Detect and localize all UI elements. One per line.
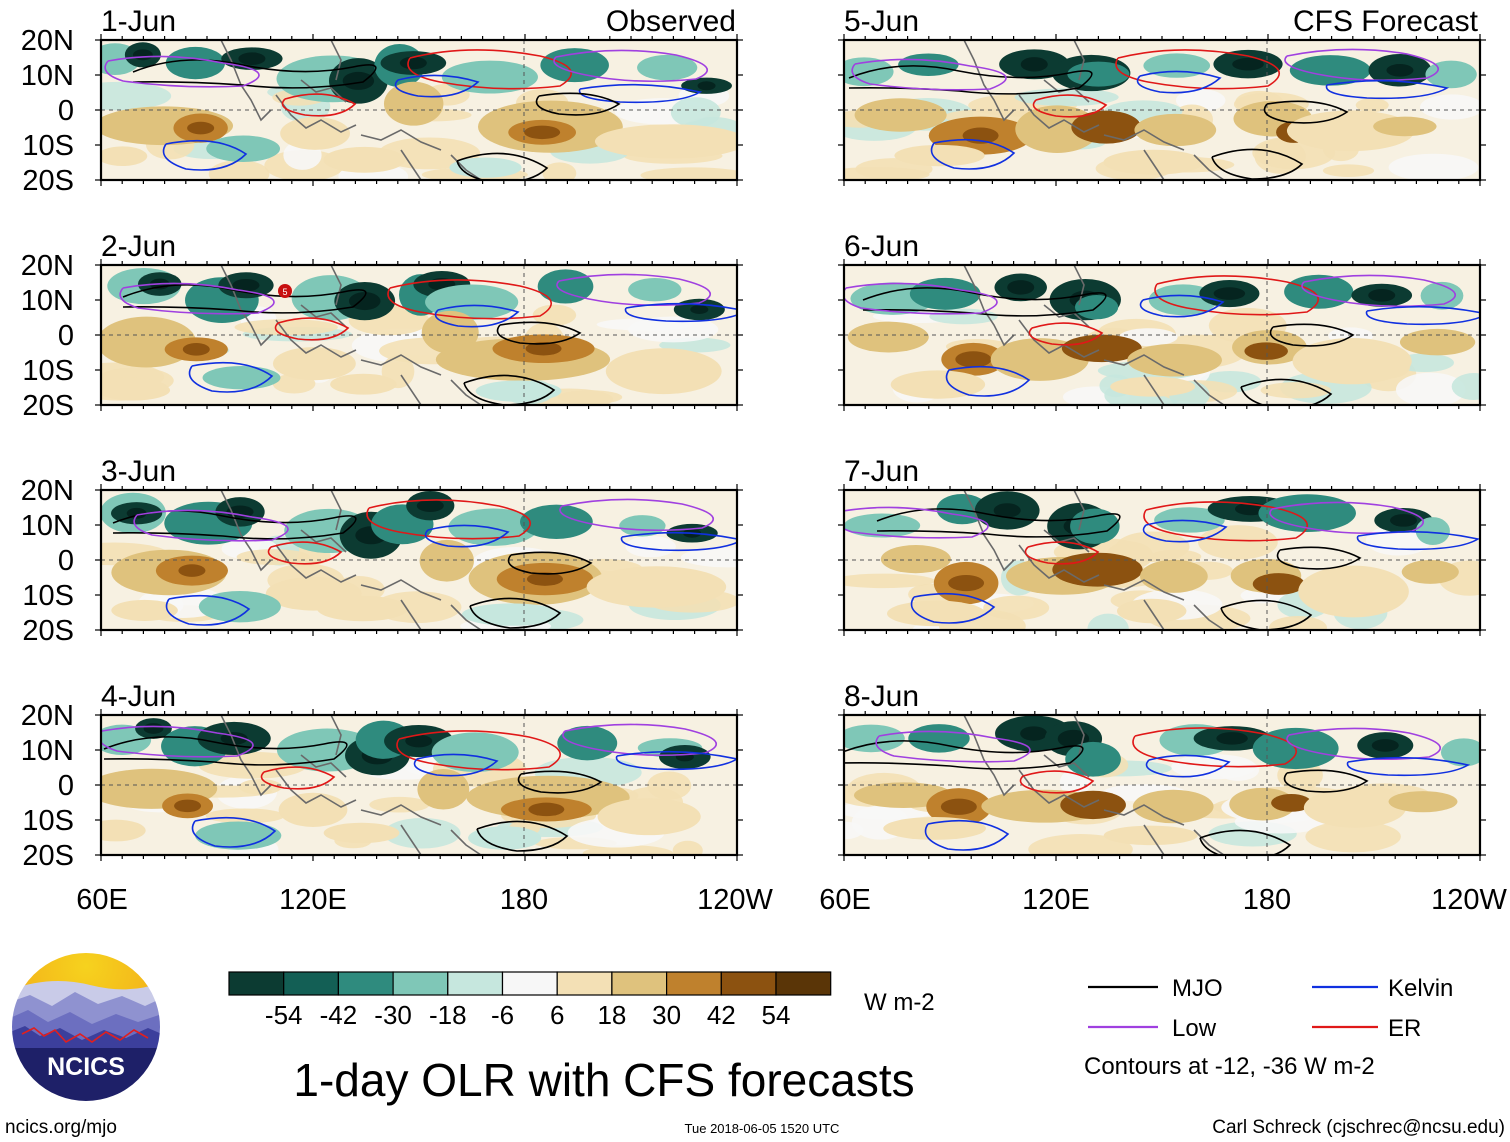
- colorbar-tick-label: 6: [550, 1000, 564, 1030]
- lat-label: 10S: [22, 805, 74, 837]
- legend-label-er: ER: [1388, 1015, 1421, 1042]
- lat-label: 20S: [22, 840, 74, 872]
- panel-date: 6-Jun: [844, 230, 919, 263]
- panel-date: 7-Jun: [844, 455, 919, 488]
- lon-label-60e: 60E: [76, 884, 128, 916]
- panel-2-jun: 2-Jun 5: [95, 230, 743, 411]
- lat-label: 20N: [21, 250, 74, 282]
- colorbar-swatch: [556, 971, 613, 996]
- longitude-labels-observed: 60E 120E 180 120W: [76, 884, 773, 916]
- colorbar-tick-label: 18: [597, 1000, 626, 1030]
- panel-date: 3-Jun: [101, 455, 176, 488]
- colorbar-tick-label: -18: [429, 1000, 467, 1030]
- lat-label: 20S: [22, 615, 74, 647]
- colorbar-tick-label: 30: [652, 1000, 681, 1030]
- panel-4-jun: 4-Jun: [95, 680, 743, 861]
- panel-3-jun: 3-Jun: [95, 455, 743, 636]
- colorbar-tick-label: 54: [762, 1000, 791, 1030]
- lat-label: 0: [58, 95, 74, 127]
- lat-label: 10S: [22, 580, 74, 612]
- legend-label-kelvin: Kelvin: [1388, 975, 1453, 1002]
- colorbar-swatch: [720, 971, 777, 996]
- colorbar-tick-label: -30: [374, 1000, 412, 1030]
- colorbar-swatch: [775, 971, 832, 996]
- lon-label-60e: 60E: [819, 884, 871, 916]
- map-panels: 1-Jun 2-Jun 5 3-Jun 4-Jun 5-Jun 6-Jun 7-Jun 8-Ju…: [95, 5, 1486, 861]
- ncics-logo: NCICS: [10, 951, 162, 1103]
- panel-date: 5-Jun: [844, 5, 919, 38]
- panel-8-jun: 8-Jun: [838, 680, 1486, 861]
- colorbar-tick-label: -42: [320, 1000, 358, 1030]
- colorbar-swatch: [228, 971, 285, 996]
- longitude-labels-forecast: 60E 120E 180 120W: [819, 884, 1507, 916]
- lat-label: 20N: [21, 475, 74, 507]
- colorbar-swatch: [283, 971, 340, 996]
- lat-label: 10N: [21, 510, 74, 542]
- panel-7-jun: 7-Jun: [838, 455, 1486, 636]
- lat-label: 10S: [22, 130, 74, 162]
- colorbar-swatch: [501, 971, 558, 996]
- colorbar-swatch: [665, 971, 722, 996]
- lat-label: 20S: [22, 165, 74, 197]
- lon-label-120e: 120E: [279, 884, 347, 916]
- lon-label-120w: 120W: [697, 884, 773, 916]
- panel-date: 8-Jun: [844, 680, 919, 713]
- lat-label: 0: [58, 545, 74, 577]
- colorbar-swatch: [337, 971, 394, 996]
- lon-label-120w: 120W: [1431, 884, 1507, 916]
- lat-label: 0: [58, 770, 74, 802]
- lat-label: 20N: [21, 25, 74, 57]
- lat-label: 20S: [22, 390, 74, 422]
- footer-timestamp: Tue 2018-06-05 1520 UTC: [685, 1121, 840, 1136]
- legend-label-low: Low: [1172, 1015, 1217, 1042]
- colorbar-tick-label: -6: [491, 1000, 514, 1030]
- panel-date: 2-Jun: [101, 230, 176, 263]
- logo-text: NCICS: [47, 1053, 125, 1081]
- lat-label: 10N: [21, 285, 74, 317]
- lon-label-120e: 120E: [1022, 884, 1090, 916]
- storm-marker: 5: [282, 287, 287, 297]
- footer-credit: Carl Schreck (cjschrec@ncsu.edu): [1212, 1117, 1505, 1138]
- panel-6-jun: 6-Jun: [838, 230, 1486, 411]
- panel-1-jun: 1-Jun: [95, 5, 743, 186]
- contour-legend: MJO Kelvin Low ER Contours at -12, -36 W…: [1084, 975, 1453, 1080]
- figure-title: 1-day OLR with CFS forecasts: [293, 1054, 914, 1106]
- panel-5-jun: 5-Jun: [838, 5, 1486, 186]
- lon-label-180: 180: [500, 884, 548, 916]
- lat-label: 20N: [21, 700, 74, 732]
- colorbar-unit: W m-2: [864, 989, 935, 1016]
- legend-note: Contours at -12, -36 W m-2: [1084, 1053, 1375, 1080]
- colorbar: -54 -42 -30 -18 -6 6 18 30 42 54: [228, 971, 832, 1030]
- observed-header: Observed: [606, 5, 736, 38]
- footer-url: ncics.org/mjo: [5, 1117, 117, 1138]
- lat-label: 0: [58, 320, 74, 352]
- latitude-labels: 20N10N010S20S20N10N010S20S20N10N010S20S2…: [21, 25, 74, 872]
- colorbar-tick-label: -54: [265, 1000, 303, 1030]
- lat-label: 10S: [22, 355, 74, 387]
- lat-label: 10N: [21, 735, 74, 767]
- colorbar-swatch: [392, 971, 449, 996]
- colorbar-swatch: [611, 971, 668, 996]
- colorbar-tick-label: 42: [707, 1000, 736, 1030]
- forecast-header: CFS Forecast: [1293, 5, 1479, 38]
- lon-label-180: 180: [1243, 884, 1291, 916]
- panel-date: 1-Jun: [101, 5, 176, 38]
- colorbar-swatch: [447, 971, 504, 996]
- panel-date: 4-Jun: [101, 680, 176, 713]
- lat-label: 10N: [21, 60, 74, 92]
- legend-label-mjo: MJO: [1172, 975, 1223, 1002]
